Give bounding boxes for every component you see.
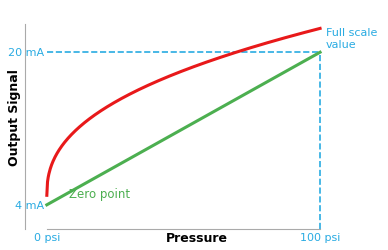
Text: Full scale
value: Full scale value: [326, 28, 377, 50]
X-axis label: Pressure: Pressure: [166, 232, 228, 244]
Text: 100 psi: 100 psi: [300, 232, 340, 241]
Text: 4 mA: 4 mA: [15, 200, 44, 210]
Text: 0 psi: 0 psi: [34, 232, 60, 241]
Text: Zero point: Zero point: [69, 187, 130, 200]
Text: 20 mA: 20 mA: [8, 48, 44, 58]
Y-axis label: Output Signal: Output Signal: [8, 69, 21, 166]
